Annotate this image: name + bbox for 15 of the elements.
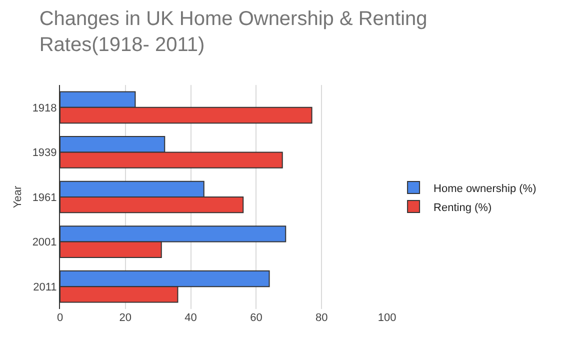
y-tick-label: 1939	[32, 147, 57, 160]
legend-label: Home ownership (%)	[434, 182, 536, 195]
y-tick-label: 1961	[32, 192, 57, 204]
y-tick-label: 2001	[32, 236, 57, 249]
x-tick-label: 60	[250, 312, 262, 324]
x-tick-label: 0	[56, 312, 64, 324]
x-tick-label: 80	[315, 312, 328, 324]
legend-label: Renting (%)	[434, 202, 492, 214]
y-tick-label: 2011	[33, 281, 57, 294]
chart-title: Changes in UK Home Ownership & Renting Rates(1918- 2011)	[39, 8, 428, 56]
y-tick-label: 1918	[32, 102, 57, 114]
y-axis-title: Year	[12, 186, 24, 208]
x-tick-label: 20	[119, 312, 132, 324]
x-tick-label: 100	[378, 312, 396, 324]
x-tick-label: 40	[184, 312, 197, 324]
